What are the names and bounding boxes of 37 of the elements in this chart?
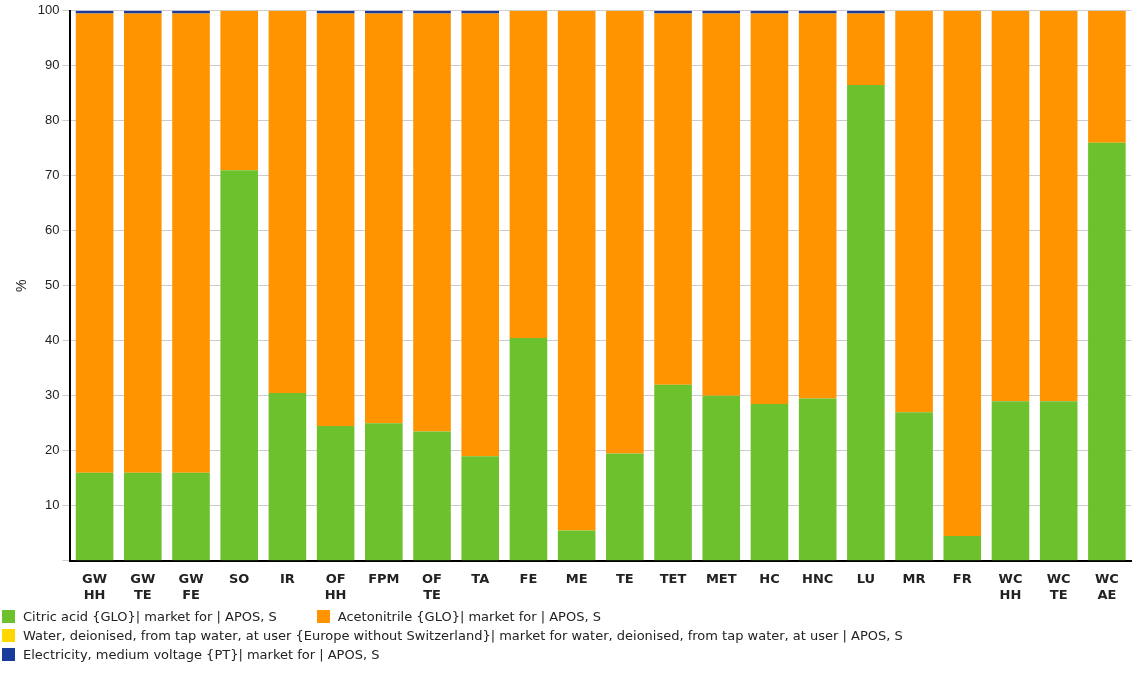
y-tick-label: 40 [45,332,60,348]
x-tick-label: LU [856,570,876,586]
x-tick-label: TE [615,570,634,586]
legend-label: Water, deionised, from tap water, at user {Europe without Switzerland}| market for water, deionised, from tap water, at user | APOS, S [23,628,903,643]
x-tick-label: WC HH [998,570,1023,602]
x-tick-label: GW FE [178,570,204,602]
legend-label: Acetonitrile {GLO}| market for | APOS, S [337,609,601,624]
y-tick-label: 10 [45,497,60,513]
y-tick-label: 20 [45,442,60,458]
x-tick-label: HNC [802,570,834,586]
x-tick-label: IR [279,570,295,586]
y-tick-label: 50 [45,277,60,293]
y-tick-label: 80 [45,112,60,128]
x-tick-label: MET [705,570,737,586]
x-tick-label: FR [952,570,972,586]
x-tick-label: TA [471,570,490,586]
x-tick-label: WC AE [1094,570,1119,602]
x-tick-label: MR [902,570,926,586]
x-tick-label: GW TE [130,570,156,602]
x-tick-label: FPM [368,570,400,586]
y-tick-label: 60 [45,222,60,238]
x-tick-label: WC TE [1046,570,1071,602]
x-tick-label: GW HH [82,570,108,602]
x-tick-label: HC [759,570,780,586]
x-tick-label: TET [659,570,687,586]
y-tick-label: 30 [45,387,60,403]
y-tick-label: 90 [45,57,60,73]
x-tick-label: SO [229,570,250,586]
legend-label: Electricity, medium voltage {PT}| market for | APOS, S [23,647,380,662]
x-tick-label: OF TE [422,570,442,602]
x-tick-label: FE [519,570,538,586]
y-axis-title: % [13,279,30,293]
x-tick-label: OF HH [324,570,347,602]
y-tick-label: 100 [37,2,60,18]
y-tick-label: 70 [45,167,60,183]
x-tick-label: ME [565,570,588,586]
legend-label: Citric acid {GLO}| market for | APOS, S [23,609,277,624]
